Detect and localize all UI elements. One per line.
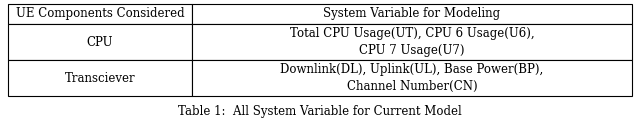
Bar — [192, 24, 632, 60]
Bar — [8, 60, 192, 96]
Text: Total CPU Usage(UT), CPU 6 Usage(U6),
CPU 7 Usage(U7): Total CPU Usage(UT), CPU 6 Usage(U6), CP… — [290, 27, 534, 57]
Text: CPU: CPU — [87, 36, 113, 48]
Text: Downlink(DL), Uplink(UL), Base Power(BP),
Channel Number(CN): Downlink(DL), Uplink(UL), Base Power(BP)… — [280, 63, 543, 93]
Text: UE Components Considered: UE Components Considered — [16, 7, 184, 20]
Text: Table 1:  All System Variable for Current Model: Table 1: All System Variable for Current… — [178, 105, 462, 119]
Bar — [192, 4, 632, 24]
Bar — [192, 60, 632, 96]
Bar — [8, 24, 192, 60]
Bar — [8, 4, 192, 24]
Text: System Variable for Modeling: System Variable for Modeling — [323, 7, 500, 20]
Text: Transciever: Transciever — [65, 72, 135, 84]
